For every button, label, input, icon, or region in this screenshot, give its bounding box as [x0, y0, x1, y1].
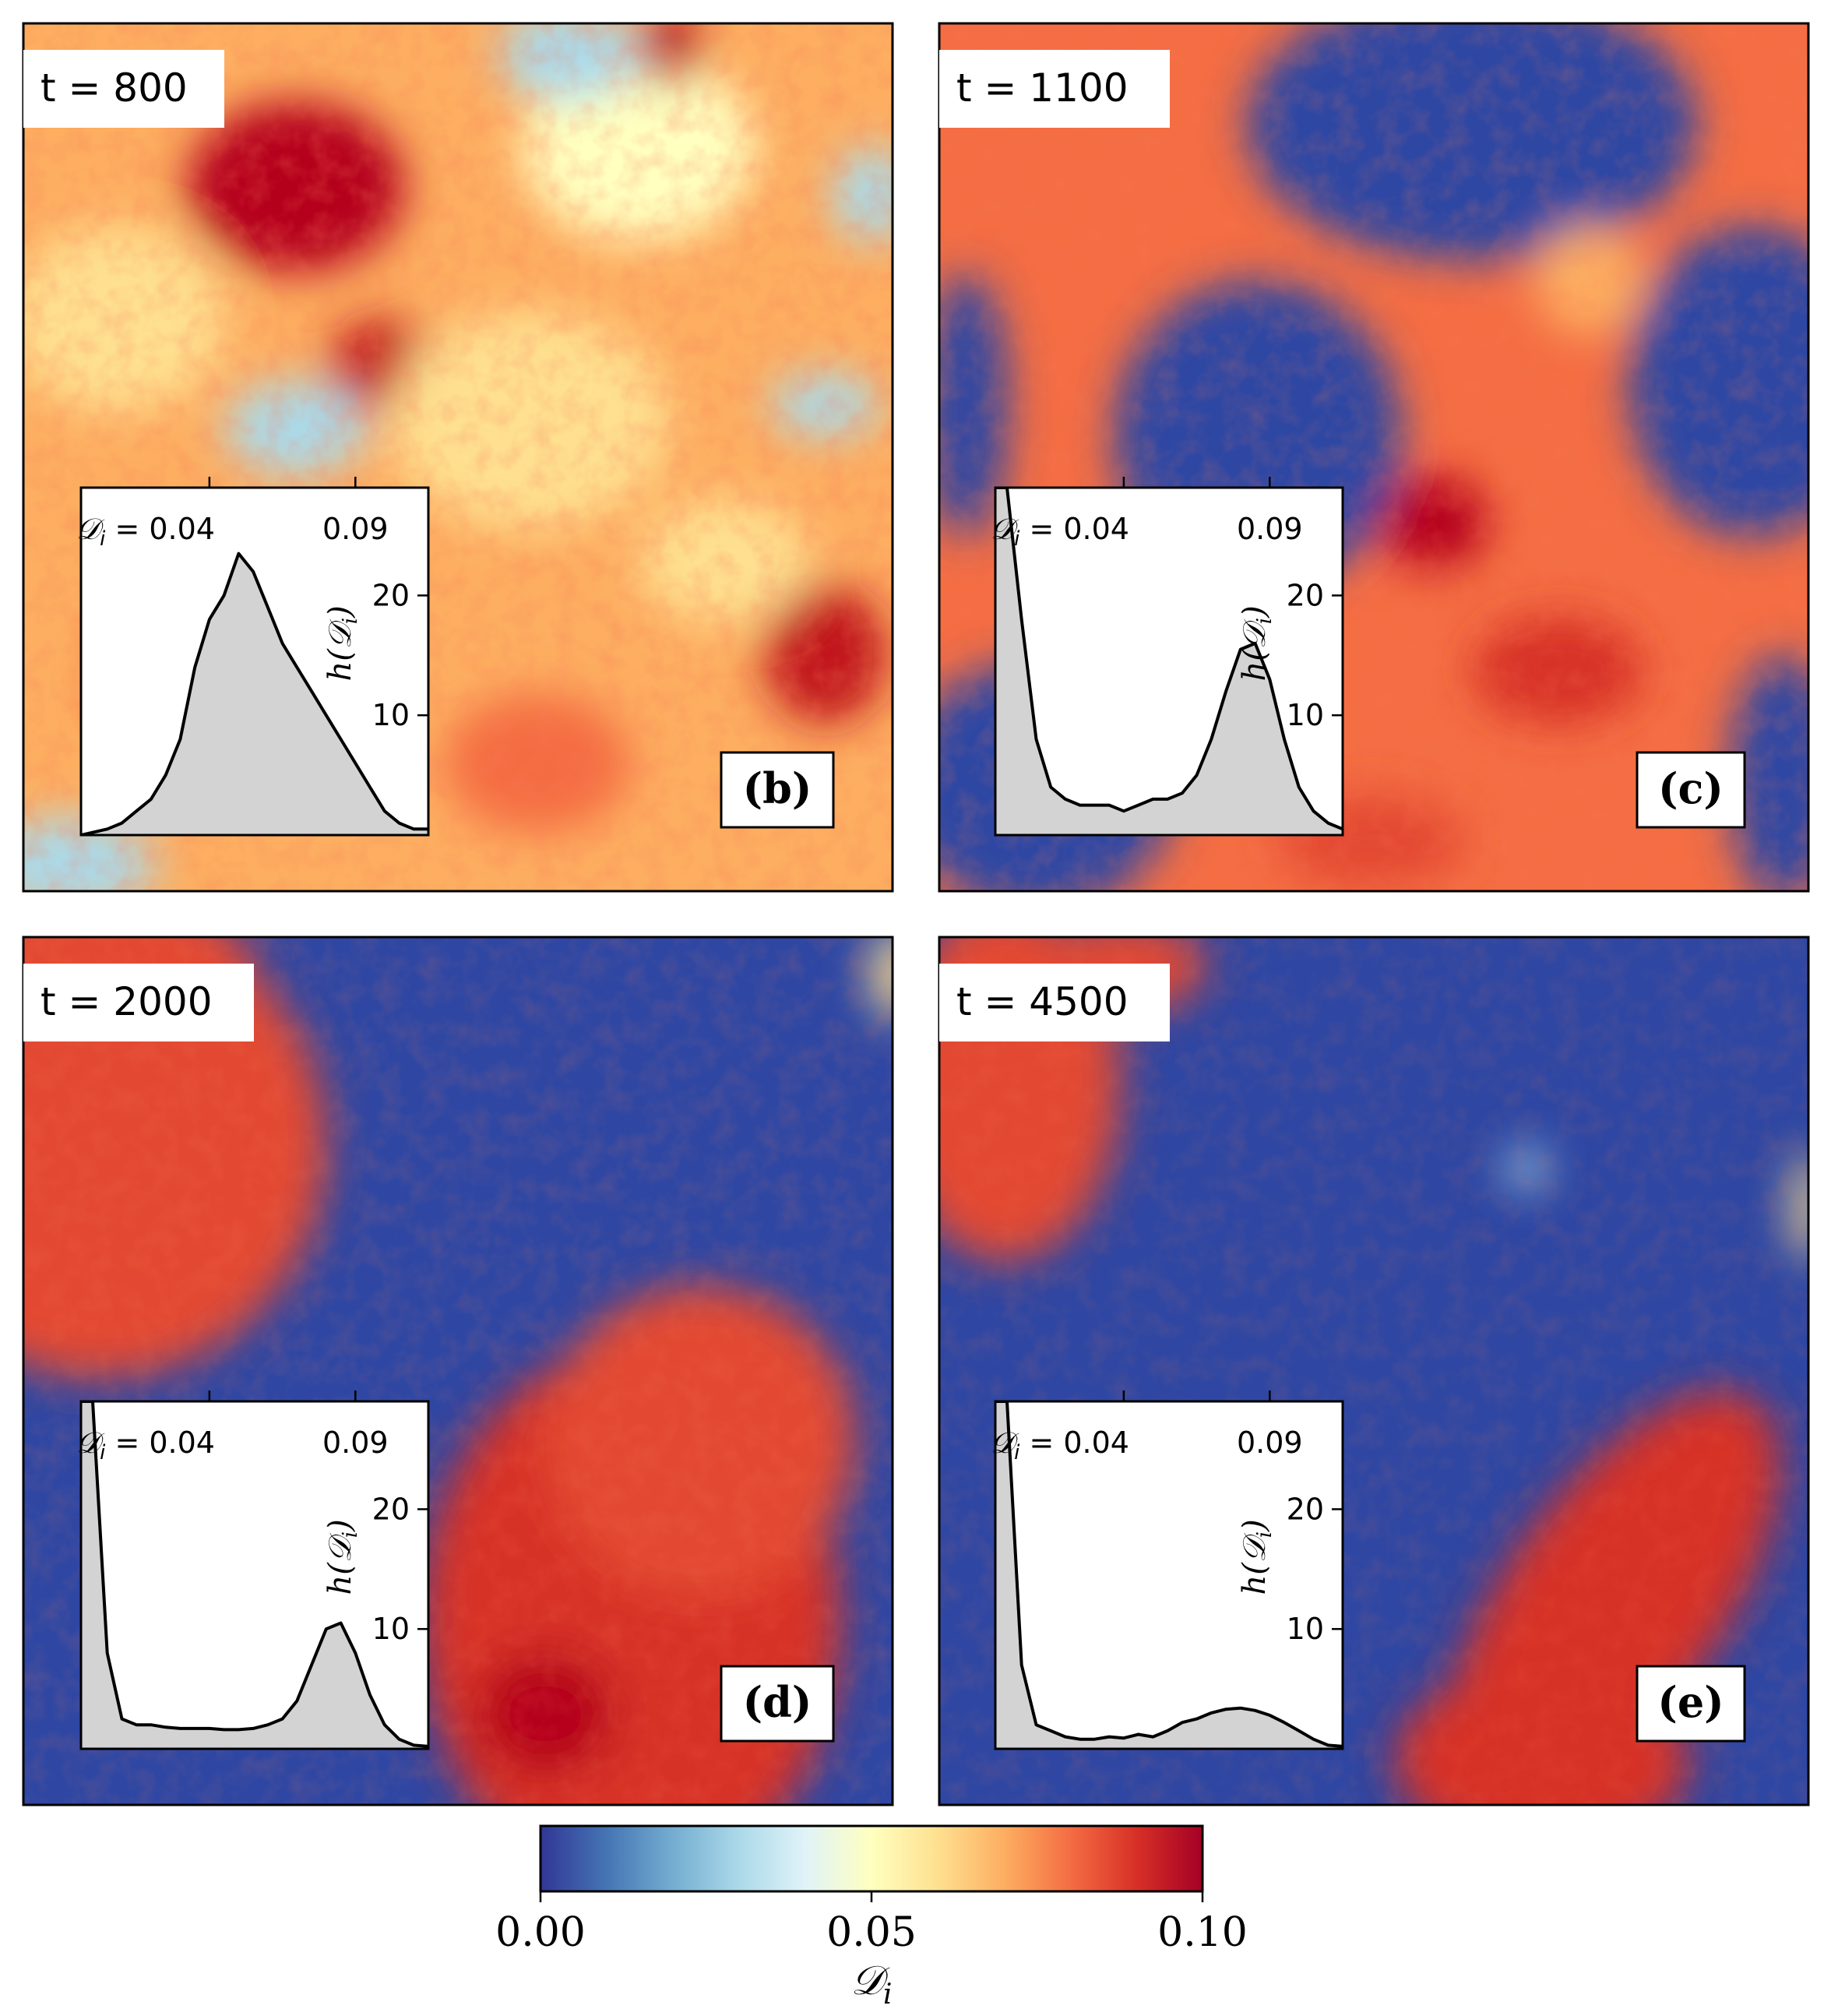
inset-background — [995, 1401, 1343, 1749]
histogram-area — [995, 1401, 1343, 1749]
inset-y-tick-label: 10 — [372, 698, 410, 732]
panel-frame — [22, 22, 894, 893]
colorbar-label: 𝒟i — [850, 1958, 892, 2011]
colorbar-tick-label: 0.05 — [826, 1909, 917, 1956]
colorbar: 0.00 0.05 0.10 𝒟i — [495, 1824, 1248, 2011]
time-label: t = 2000 — [40, 979, 213, 1024]
inset-y-label: h(𝒟i) — [1237, 605, 1276, 681]
histogram-area — [81, 1401, 428, 1749]
inset-x-tick-label: 0.09 — [1237, 1426, 1303, 1460]
inset-y-tick-label: 10 — [1287, 698, 1324, 732]
colorbar-gradient — [539, 1824, 1204, 1893]
inset-y-label: h(𝒟i) — [322, 1519, 362, 1595]
panel-label: (b) — [743, 763, 812, 813]
inset-x-tick-label: 𝒟i = 0.04 — [991, 512, 1129, 551]
inset-y-tick-label: 10 — [1287, 1612, 1324, 1646]
panel-b-heatmap: t = 800 (b) 𝒟i = 0.04 0.09 10 20 h(𝒟i) — [22, 22, 894, 893]
inset-frame — [79, 486, 430, 837]
time-label: t = 4500 — [956, 979, 1129, 1024]
histogram-inset: 𝒟i = 0.04 0.09 10 20 h(𝒟i) — [991, 1390, 1344, 1750]
inset-y-tick-label: 20 — [372, 578, 410, 612]
inset-frame — [994, 486, 1344, 837]
panel-c-heatmap: t = 1100 (c) 𝒟i = 0.04 0.09 10 20 h(𝒟i) — [938, 22, 1810, 893]
histogram-inset: 𝒟i = 0.04 0.09 10 20 h(𝒟i) — [76, 477, 430, 837]
histogram-curve — [995, 488, 1343, 831]
inset-x-tick-label: 0.09 — [322, 512, 389, 546]
inset-y-tick-label: 20 — [372, 1492, 410, 1526]
panel-frame — [938, 22, 1810, 893]
inset-frame — [79, 1400, 430, 1750]
panel-e-heatmap: t = 4500 (e) 𝒟i = 0.04 0.09 10 20 h(𝒟i) — [938, 936, 1810, 1806]
time-label-box: t = 800 — [23, 50, 224, 128]
histogram-area — [81, 553, 428, 835]
histogram-area — [995, 488, 1343, 835]
inset-x-tick-label: 0.09 — [322, 1426, 389, 1460]
colorbar-tick-label: 0.00 — [495, 1909, 586, 1956]
inset-x-tick-label: 𝒟i = 0.04 — [76, 1426, 215, 1464]
colorbar-tick-label: 0.10 — [1157, 1909, 1248, 1956]
histogram-curve — [81, 1401, 428, 1748]
panel-frame — [22, 936, 894, 1806]
time-label: t = 800 — [40, 65, 188, 111]
panel-label-box: (b) — [720, 751, 835, 829]
inset-frame — [994, 1400, 1344, 1750]
inset-x-tick-label: 𝒟i = 0.04 — [76, 512, 215, 551]
inset-background — [81, 1401, 428, 1749]
time-label-box: t = 2000 — [23, 964, 254, 1041]
time-label: t = 1100 — [956, 65, 1129, 111]
time-label-box: t = 1100 — [939, 50, 1170, 128]
panel-d-heatmap: t = 2000 (d) 𝒟i = 0.04 0.09 10 20 h(𝒟i) — [22, 936, 894, 1806]
inset-x-tick-label: 0.09 — [1237, 512, 1303, 546]
inset-x-tick-label: 𝒟i = 0.04 — [991, 1426, 1129, 1464]
histogram-inset: 𝒟i = 0.04 0.09 10 20 h(𝒟i) — [76, 1390, 430, 1750]
histogram-curve — [81, 552, 428, 835]
histogram-curve — [995, 1401, 1343, 1748]
panel-frame — [938, 936, 1810, 1806]
time-label-box: t = 4500 — [939, 964, 1170, 1041]
inset-y-label: h(𝒟i) — [322, 605, 362, 681]
inset-y-tick-label: 20 — [1287, 1492, 1324, 1526]
panel-label: (e) — [1657, 1677, 1724, 1727]
panel-label-box: (c) — [1636, 751, 1746, 829]
inset-y-label: h(𝒟i) — [1237, 1519, 1276, 1595]
panel-label-box: (e) — [1636, 1665, 1746, 1743]
histogram-inset: 𝒟i = 0.04 0.09 10 20 h(𝒟i) — [991, 477, 1344, 837]
inset-y-tick-label: 20 — [1287, 578, 1324, 612]
inset-y-tick-label: 10 — [372, 1612, 410, 1646]
panel-label-box: (d) — [720, 1665, 835, 1743]
panel-label: (d) — [743, 1677, 812, 1727]
panel-label: (c) — [1658, 763, 1724, 813]
colorbar-ticks: 0.00 0.05 0.10 — [495, 1891, 1248, 1956]
